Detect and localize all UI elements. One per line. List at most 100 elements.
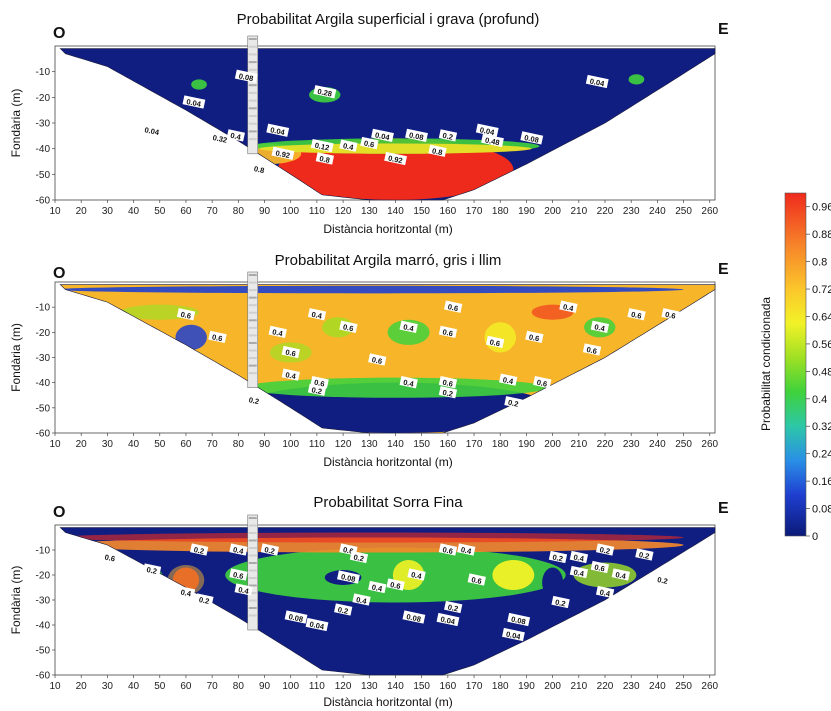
contour-label: 0.4 [176,585,196,599]
contour-label: 0.4 [611,568,630,581]
colorbar-tick-label: 0.48 [812,366,831,378]
contour-label: 0.6 [208,330,227,343]
svg-text:0.2: 0.2 [656,575,668,586]
svg-text:0.4: 0.4 [237,585,250,596]
x-tick-label: 60 [180,439,192,450]
x-tick-label: 250 [675,439,692,450]
x-tick-label: 250 [675,681,692,692]
svg-text:0.4: 0.4 [355,595,368,606]
svg-text:0.28: 0.28 [317,87,333,99]
svg-text:0.2: 0.2 [146,565,158,576]
x-tick-label: 40 [128,206,140,217]
contour-label: 0.6 [590,560,610,574]
contour-label: 0.6 [444,300,463,313]
svg-text:0.2: 0.2 [248,395,260,406]
contour-label: 0.48 [481,133,504,147]
colorbar: Probabilitat condicionada 0.96 0.88 0.8 0.7… [759,192,831,543]
svg-text:0.4: 0.4 [311,310,324,321]
x-tick-label: 150 [413,439,430,450]
contour-label: 0.08 [234,69,258,83]
x-tick-label: 230 [623,681,640,692]
borehole-log [247,35,259,155]
x-tick-label: 50 [154,439,166,450]
svg-text:0.6: 0.6 [211,332,223,343]
y-tick-label: -20 [36,571,51,582]
svg-text:0.08: 0.08 [523,133,539,145]
svg-text:0.04: 0.04 [309,620,326,632]
contour-label: 0.4 [559,300,578,313]
svg-text:0.92: 0.92 [387,154,403,166]
contour-label: 0.6 [582,343,602,356]
x-tick-label: 80 [233,681,245,692]
x-tick-label: 160 [440,439,457,450]
contour-label: 0.6 [281,345,300,358]
contour-label: 0.4 [226,129,245,142]
y-tick-label: -30 [36,353,51,364]
x-tick-label: 160 [440,681,457,692]
y-tick-label: -20 [36,93,51,104]
svg-text:0.8: 0.8 [431,146,443,157]
svg-text:0.04: 0.04 [440,615,457,627]
y-tick-label: -40 [36,621,51,632]
colorbar-tick-label: 0.88 [812,229,831,241]
colorbar-tick-label: 0.8 [812,257,827,269]
svg-text:0.6: 0.6 [594,563,606,574]
svg-text:0.08: 0.08 [406,612,422,624]
colorbar-tick-label: 0.64 [812,311,831,323]
y-axis-label: Fondària (m) [9,323,23,392]
colorbar-gradient [784,192,807,537]
contour-label: 0.2 [142,563,162,576]
contour-label: 0.4 [234,583,253,596]
svg-text:0.6: 0.6 [630,310,642,321]
x-tick-label: 260 [701,439,718,450]
svg-text:0.6: 0.6 [104,553,116,564]
svg-text:0.6: 0.6 [442,327,454,338]
x-tick-label: 130 [361,681,378,692]
svg-text:0.6: 0.6 [442,545,454,556]
x-tick-label: 100 [282,206,299,217]
contour-label: 0.2 [244,393,264,406]
contour-label: 0.4 [569,565,589,579]
contour-label: 0.6 [360,136,379,150]
x-tick-label: 190 [518,439,535,450]
contour-label: 0.04 [182,95,206,109]
contour-label: 0.4 [229,543,248,556]
contour-label: 0.2 [260,543,280,556]
svg-text:0.6: 0.6 [371,355,383,366]
y-tick-label: -30 [36,119,51,130]
x-tick-label: 60 [180,206,192,217]
svg-text:0.6: 0.6 [536,378,548,389]
colorbar-tick-label: 0.72 [812,284,831,296]
x-tick-label: 130 [361,439,378,450]
svg-text:0.2: 0.2 [599,545,611,556]
svg-text:0.08: 0.08 [238,71,254,83]
west-label: O [53,504,65,521]
contour-label: 0.6 [438,543,458,556]
svg-text:0.6: 0.6 [489,337,501,348]
probability-region [387,319,430,345]
contour-label: 0.4 [590,320,610,333]
x-tick-label: 210 [570,206,587,217]
colorbar-tick-label: 0.96 [812,202,831,214]
contour-label: 0.4 [399,320,418,333]
svg-text:0.2: 0.2 [552,553,564,564]
contour-label: 0.6 [467,573,486,586]
x-tick-label: 220 [597,206,614,217]
borehole-log [247,271,259,388]
colorbar-label: Probabilitat condicionada [759,297,773,431]
contour-label: 0.32 [208,131,232,145]
contour-label: 0.4 [399,376,418,389]
x-tick-label: 200 [544,681,561,692]
contour-label: 0.4 [595,585,615,599]
svg-text:0.4: 0.4 [342,141,355,152]
east-label: E [718,500,729,517]
x-tick-label: 10 [49,439,61,450]
x-tick-label: 180 [492,206,509,217]
contour-label: 0.08 [507,612,531,626]
x-tick-label: 120 [335,206,352,217]
x-tick-label: 30 [102,681,114,692]
x-tick-label: 250 [675,206,692,217]
svg-text:0.04: 0.04 [144,125,161,137]
svg-text:0.2: 0.2 [193,545,205,556]
west-label: O [53,25,65,42]
